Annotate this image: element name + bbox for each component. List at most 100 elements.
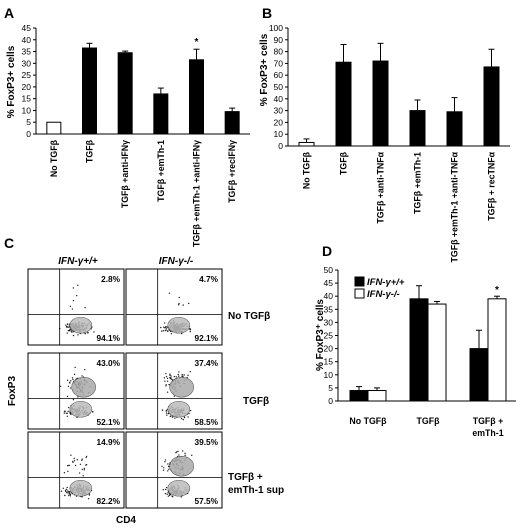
- y-tick-label: 10: [274, 129, 284, 139]
- flow-event: [178, 302, 180, 305]
- flow-event: [73, 457, 75, 460]
- flow-event: [67, 470, 69, 473]
- quadrant-upper-percent: 4.7%: [199, 274, 219, 284]
- flow-row-label-3b: emTh-1 sup: [228, 485, 284, 496]
- flow-event: [168, 468, 170, 471]
- bar: [469, 348, 489, 402]
- flow-event: [166, 326, 168, 328]
- legend-swatch-ko: [354, 288, 365, 299]
- flow-event: [163, 467, 165, 469]
- density-contour: [69, 316, 93, 334]
- category-label: TGFβ: [339, 151, 349, 175]
- flow-event: [64, 490, 67, 493]
- bar: [82, 47, 97, 135]
- flow-event: [73, 373, 76, 376]
- bar: [367, 390, 387, 402]
- y-tick-label: 35: [324, 304, 334, 314]
- flow-event: [187, 302, 190, 305]
- chart-a-ylabel: % FoxP3+ cells: [6, 45, 17, 118]
- chart-d-cat-3a: TGFβ +: [473, 416, 504, 426]
- bar: [409, 298, 429, 402]
- flow-event: [74, 464, 77, 467]
- category-label: No TGFβ: [302, 151, 312, 189]
- flow-event: [87, 498, 90, 500]
- chart-d-cat-1: No TGFβ: [349, 416, 387, 426]
- flow-event: [64, 410, 66, 412]
- flow-event: [69, 495, 72, 497]
- flow-event: [64, 489, 67, 492]
- quadrant-lower-percent: 58.5%: [194, 417, 218, 427]
- flow-event: [165, 385, 167, 387]
- flow-event: [183, 416, 186, 419]
- flow-event: [173, 375, 176, 378]
- flow-event: [163, 326, 165, 328]
- flow-event: [184, 452, 186, 455]
- flow-event: [164, 488, 167, 491]
- quadrant-upper-percent: 39.5%: [194, 437, 218, 447]
- flow-event: [187, 416, 189, 418]
- y-tick-label: 5: [26, 117, 31, 127]
- flow-event: [164, 459, 167, 461]
- flow-event: [63, 472, 66, 474]
- y-tick-label: 30: [324, 317, 334, 327]
- density-contour: [71, 376, 96, 398]
- y-tick-label: 50: [324, 265, 334, 275]
- panel-label-c: C: [4, 235, 14, 251]
- y-tick-label: 30: [274, 106, 284, 116]
- flow-event: [69, 328, 71, 331]
- flow-row-label-3a: TGFβ +: [228, 472, 263, 483]
- flow-event: [81, 496, 83, 498]
- flow-event: [165, 328, 168, 330]
- flow-event: [167, 330, 169, 333]
- flow-event: [170, 377, 172, 379]
- flow-event: [66, 492, 68, 494]
- flow-event: [68, 492, 70, 494]
- flow-event: [189, 409, 192, 412]
- significance-marker: *: [195, 37, 199, 48]
- density-contour: [69, 400, 93, 418]
- category-label: TGFβ +emTh-1: [156, 140, 166, 202]
- flow-event: [69, 493, 72, 496]
- flow-event: [82, 475, 84, 477]
- flow-event: [69, 387, 72, 389]
- flow-event: [67, 326, 70, 328]
- y-tick-label: 25: [22, 70, 32, 80]
- bar: [298, 141, 315, 147]
- y-tick-label: 45: [324, 278, 334, 288]
- flow-event: [68, 493, 70, 495]
- flow-event: [174, 417, 176, 419]
- flow-event: [173, 395, 175, 397]
- flow-event: [191, 454, 193, 457]
- flow-event: [85, 455, 88, 458]
- flow-event: [165, 412, 168, 414]
- flow-event: [77, 334, 79, 336]
- category-label: TGFβ +emTh-1: [413, 152, 423, 214]
- chart-b: % FoxP3+ cells 0102030405060708090100No …: [259, 23, 510, 262]
- flow-event: [164, 461, 166, 463]
- flow-event: [66, 332, 68, 334]
- y-tick-label: 100: [269, 23, 283, 33]
- flow-plot: [27, 268, 125, 346]
- density-contour: [69, 479, 93, 497]
- flow-event: [72, 461, 74, 464]
- flow-event: [170, 378, 173, 380]
- bar: [446, 111, 463, 147]
- flow-event: [165, 410, 168, 412]
- flow-event: [162, 330, 165, 332]
- flow-event: [166, 391, 169, 393]
- flow-event: [178, 375, 180, 377]
- flow-event: [189, 370, 191, 373]
- flow-event: [160, 326, 162, 329]
- y-tick-label: 15: [22, 94, 32, 104]
- category-label: TGFβ +anti-TNFα: [376, 151, 386, 223]
- flow-event: [178, 454, 180, 456]
- y-tick-label: 90: [274, 35, 284, 45]
- flow-event: [180, 417, 183, 420]
- chart-d: % FoxP3⁺ cells IFN-γ+/+ IFN-γ-/- No TGFβ…: [315, 265, 516, 438]
- flow-event: [181, 375, 183, 378]
- flow-event: [170, 375, 172, 377]
- flow-event: [72, 398, 75, 401]
- significance-marker: *: [495, 285, 499, 296]
- flow-event: [84, 333, 86, 335]
- y-tick-label: 0: [278, 141, 283, 151]
